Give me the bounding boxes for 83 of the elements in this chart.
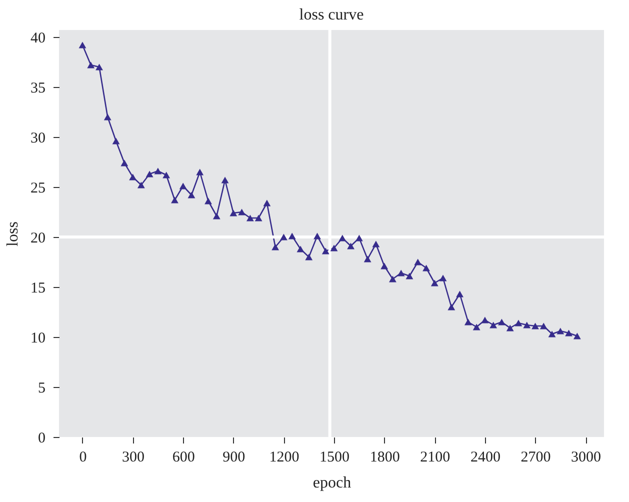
point <box>540 322 548 330</box>
point <box>137 182 145 188</box>
point <box>330 244 338 252</box>
point <box>87 62 95 68</box>
point <box>188 192 196 198</box>
point <box>397 270 405 276</box>
point <box>523 322 531 328</box>
point <box>380 262 388 270</box>
point <box>481 316 489 324</box>
point <box>96 64 103 70</box>
x-tick-label: 2700 <box>520 450 551 466</box>
x-tick-label: 2400 <box>470 450 500 466</box>
x-tick-label: 1200 <box>269 450 300 466</box>
point <box>347 242 354 250</box>
point <box>146 170 154 178</box>
y-tick-label: 25 <box>30 180 46 196</box>
point <box>221 176 229 184</box>
point <box>305 254 313 260</box>
x-tick-label: 2100 <box>420 450 450 466</box>
x-tick-label: 900 <box>222 450 246 466</box>
point <box>179 182 187 190</box>
point <box>464 318 472 326</box>
point <box>280 234 288 240</box>
point <box>472 324 480 330</box>
point <box>439 274 447 282</box>
point <box>162 172 170 178</box>
x-tick-label: 1500 <box>320 450 350 466</box>
point <box>314 232 321 240</box>
point <box>414 258 422 266</box>
point <box>490 322 498 328</box>
point <box>389 276 396 282</box>
point <box>355 234 363 242</box>
point <box>565 330 572 336</box>
point <box>498 318 506 326</box>
chart-title: loss curve <box>299 6 364 24</box>
point <box>104 114 112 120</box>
point <box>422 264 430 272</box>
point <box>196 168 204 176</box>
point <box>78 42 86 48</box>
point <box>112 138 120 144</box>
point <box>372 240 380 248</box>
point <box>322 248 330 254</box>
point <box>296 246 304 252</box>
y-tick-label: 35 <box>30 80 46 96</box>
y-tick-label: 5 <box>38 380 46 396</box>
point <box>288 232 296 240</box>
point <box>254 214 262 222</box>
y-tick-label: 30 <box>30 130 46 146</box>
point <box>263 200 271 206</box>
x-tick-label: 0 <box>79 450 87 466</box>
y-tick-label: 0 <box>38 430 46 446</box>
x-tick-label: 300 <box>122 450 145 466</box>
point <box>272 244 280 250</box>
x-tick-label: 600 <box>172 450 195 466</box>
point <box>154 168 162 174</box>
x-axis-title: epoch <box>312 474 352 492</box>
point <box>238 208 246 216</box>
point <box>548 330 556 338</box>
point <box>430 280 438 286</box>
x-tick-label: 1800 <box>370 450 400 466</box>
point <box>129 174 136 180</box>
x-tick-label: 3000 <box>571 450 602 466</box>
point <box>448 304 456 310</box>
point <box>506 324 514 332</box>
y-tick-label: 10 <box>30 330 46 346</box>
point <box>532 322 539 330</box>
point <box>171 196 178 204</box>
y-tick-label: 20 <box>30 230 46 246</box>
point <box>120 160 128 166</box>
y-tick-label: 15 <box>30 280 46 296</box>
point <box>338 234 346 242</box>
point <box>514 320 522 326</box>
point <box>556 328 564 334</box>
point <box>204 198 212 204</box>
y-tick-label: 40 <box>30 30 46 46</box>
point <box>573 332 581 340</box>
point <box>406 272 414 280</box>
y-axis-title: loss <box>4 222 22 246</box>
point <box>246 214 254 222</box>
point <box>364 256 372 262</box>
point <box>230 210 238 216</box>
point <box>212 212 220 220</box>
point <box>456 290 464 298</box>
